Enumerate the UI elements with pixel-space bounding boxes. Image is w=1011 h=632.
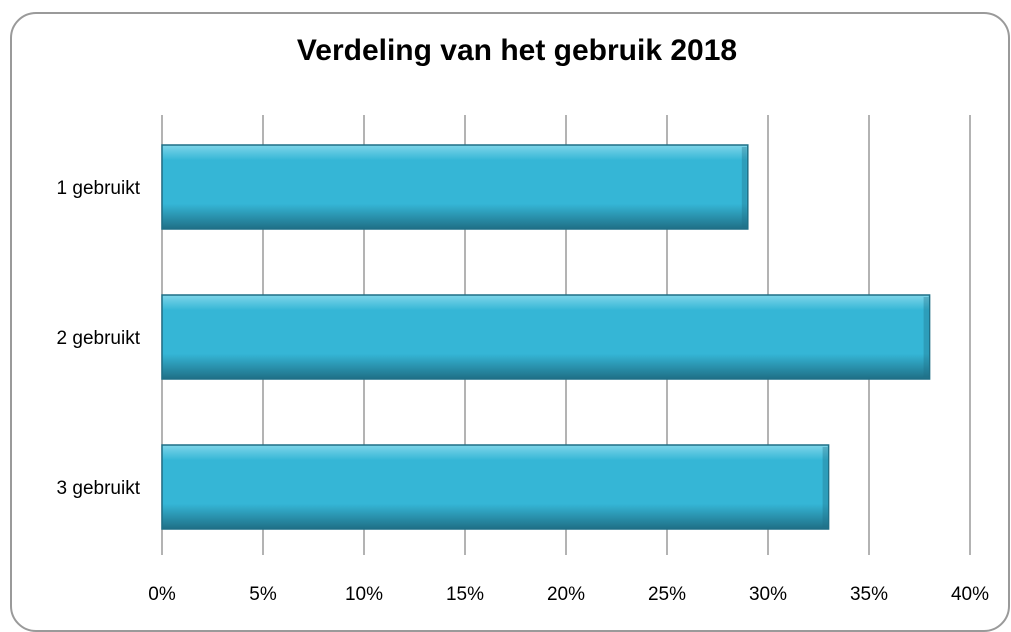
- chart-title: Verdeling van het gebruik 2018: [296, 34, 738, 67]
- x-tick-label: 20%: [547, 584, 585, 605]
- x-tick-label: 5%: [249, 584, 277, 605]
- x-tick-label: 15%: [446, 584, 484, 605]
- chart-plot: 0% 5% 10% 15% 20% 25% 30% 35% 40% 1 gebruikt 2 geb…: [57, 115, 989, 605]
- bar: [161, 444, 830, 530]
- x-tick-label: 30%: [749, 584, 787, 605]
- category-label: 1 gebruikt: [57, 178, 141, 199]
- x-tick-label: 10%: [345, 584, 383, 605]
- bar: [161, 144, 749, 230]
- bar-end-shade: [741, 147, 747, 227]
- category-label: 2 gebruikt: [57, 328, 141, 349]
- bar-end-shade: [923, 297, 929, 377]
- category-label: 3 gebruikt: [57, 478, 141, 499]
- x-tick-label: 0%: [148, 584, 176, 605]
- bar-end-shade: [822, 447, 828, 527]
- x-tick-label: 25%: [648, 584, 686, 605]
- x-tick-label: 40%: [951, 584, 989, 605]
- bar: [161, 294, 931, 380]
- x-tick-label: 35%: [850, 584, 888, 605]
